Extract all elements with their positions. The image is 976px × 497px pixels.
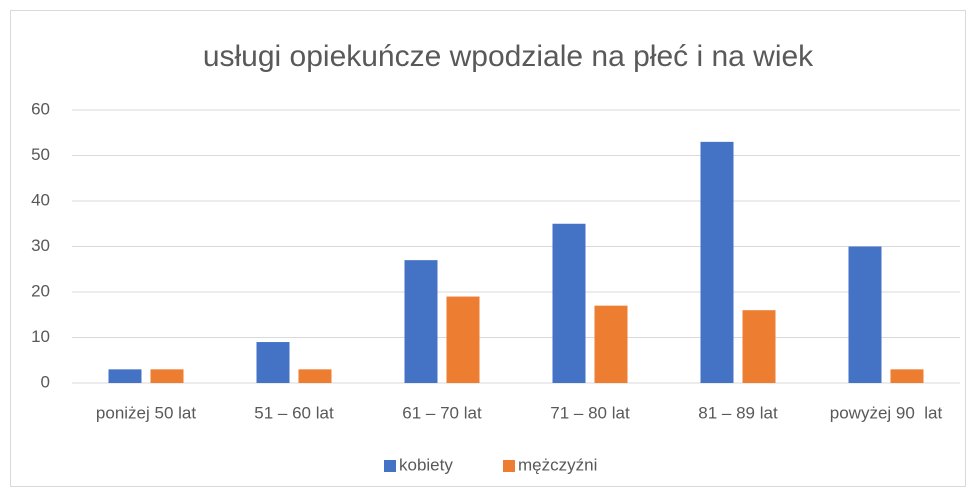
legend-swatch	[384, 460, 396, 472]
y-tick-label: 30	[31, 236, 50, 255]
bar	[256, 342, 290, 383]
y-tick-label: 0	[41, 372, 50, 391]
x-tick-label: 71 – 80 lat	[550, 403, 630, 422]
bar	[150, 369, 184, 383]
y-tick-label: 40	[31, 190, 50, 209]
bar	[446, 296, 480, 383]
bar	[848, 246, 882, 383]
legend-label: mężczyźni	[518, 455, 597, 474]
y-tick-label: 20	[31, 281, 50, 300]
legend-label: kobiety	[399, 455, 453, 474]
bar	[552, 223, 586, 383]
bar	[890, 369, 924, 383]
bar	[298, 369, 332, 383]
legend-swatch	[503, 460, 515, 472]
bar	[594, 305, 628, 383]
y-tick-label: 50	[31, 145, 50, 164]
bar	[700, 141, 734, 383]
x-tick-label: 61 – 70 lat	[402, 403, 482, 422]
chart-title: usługi opiekuńcze wpodziale na płeć i na…	[203, 40, 814, 73]
x-tick-label: poniżej 50 lat	[96, 403, 196, 422]
y-tick-label: 60	[31, 99, 50, 118]
y-tick-label: 10	[31, 327, 50, 346]
bar	[404, 260, 438, 383]
x-tick-label: 81 – 89 lat	[698, 403, 778, 422]
bar	[108, 369, 142, 383]
x-tick-label: powyżej 90 lat	[830, 403, 943, 422]
bar	[742, 310, 776, 383]
chart-border	[10, 10, 966, 487]
x-tick-label: 51 – 60 lat	[254, 403, 334, 422]
